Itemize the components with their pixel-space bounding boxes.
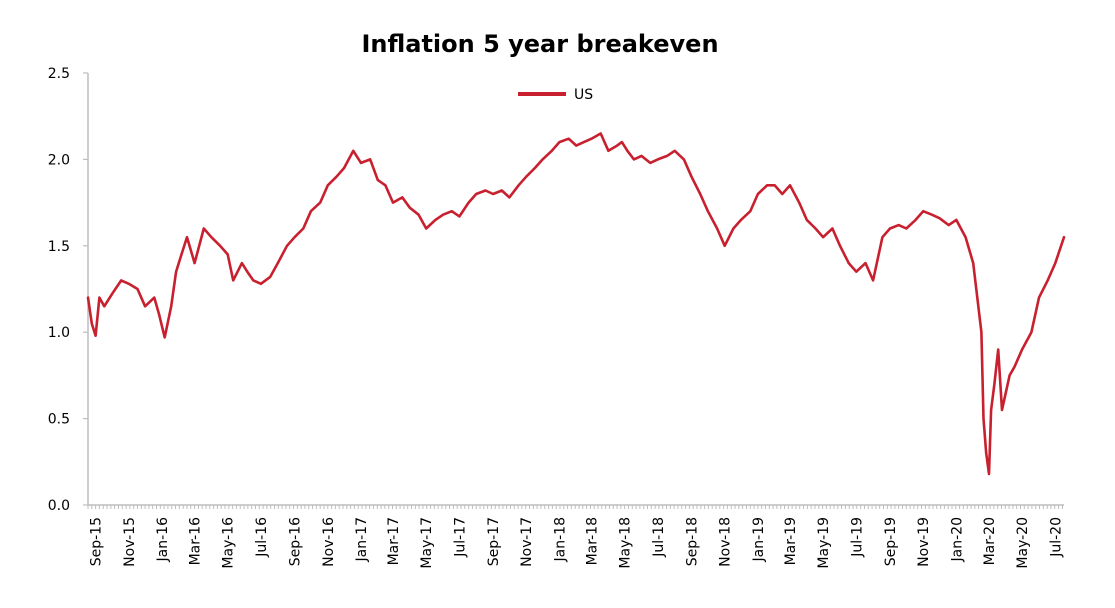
x-tick-label: Mar-20	[982, 517, 998, 565]
x-tick-label: Jan-19	[751, 517, 767, 562]
series-line-us	[86, 132, 1066, 476]
x-tick-label: Jan-18	[552, 517, 568, 562]
x-tick-label: May-18	[618, 517, 634, 569]
x-tick-label: Nov-16	[321, 517, 337, 567]
x-tick-label: Sep-18	[685, 517, 701, 566]
x-tick-label: May-16	[221, 517, 237, 569]
x-tick-label: Sep-19	[883, 517, 899, 566]
y-tick-label: 0.5	[48, 412, 70, 428]
y-tick-label: 2.5	[48, 66, 70, 82]
x-tick-label: Mar-18	[584, 517, 600, 565]
y-tick-label: 1.0	[48, 325, 70, 341]
y-tick-label: 1.5	[48, 239, 70, 255]
x-tick-label: Jan-20	[949, 517, 965, 562]
x-tick-label: Sep-15	[89, 517, 105, 566]
x-tick-label: Jul-16	[254, 517, 270, 558]
x-tick-label: Nov-19	[916, 517, 932, 567]
x-tick-label: Nov-18	[718, 517, 734, 567]
series-layer	[86, 132, 1066, 476]
x-tick-label: Jul-19	[849, 517, 865, 558]
x-tick-label: May-20	[1015, 517, 1031, 569]
y-tick-label: 2.0	[48, 152, 70, 168]
x-tick-label: Jan-16	[155, 517, 171, 563]
legend-label: US	[574, 87, 593, 103]
x-tick-label: Mar-16	[188, 517, 204, 565]
x-tick-label: Jan-17	[354, 517, 370, 562]
x-tick-label: Sep-17	[486, 517, 502, 566]
x-tick-label: Nov-15	[122, 517, 138, 567]
x-tick-label: Jul-17	[452, 517, 468, 558]
x-tick-label: Jul-18	[651, 517, 667, 558]
chart-title: Inflation 5 year breakeven	[361, 30, 719, 58]
legend: US	[518, 87, 593, 103]
x-tick-label: Mar-19	[783, 517, 799, 565]
y-tick-label: 0.0	[48, 498, 70, 514]
x-tick-label: May-19	[816, 517, 832, 569]
x-tick-label: Jul-20	[1048, 517, 1064, 558]
x-tick-label: Sep-16	[288, 517, 304, 566]
axes: 0.0 0.5 1.0 1.5 2.0 2.5 Sep-15 Nov-15 Jan-16 Mar-…	[48, 66, 1065, 569]
x-tick-label: Mar-17	[386, 517, 402, 565]
x-tick-label: May-17	[419, 517, 435, 569]
x-tick-label: Nov-17	[519, 517, 535, 567]
